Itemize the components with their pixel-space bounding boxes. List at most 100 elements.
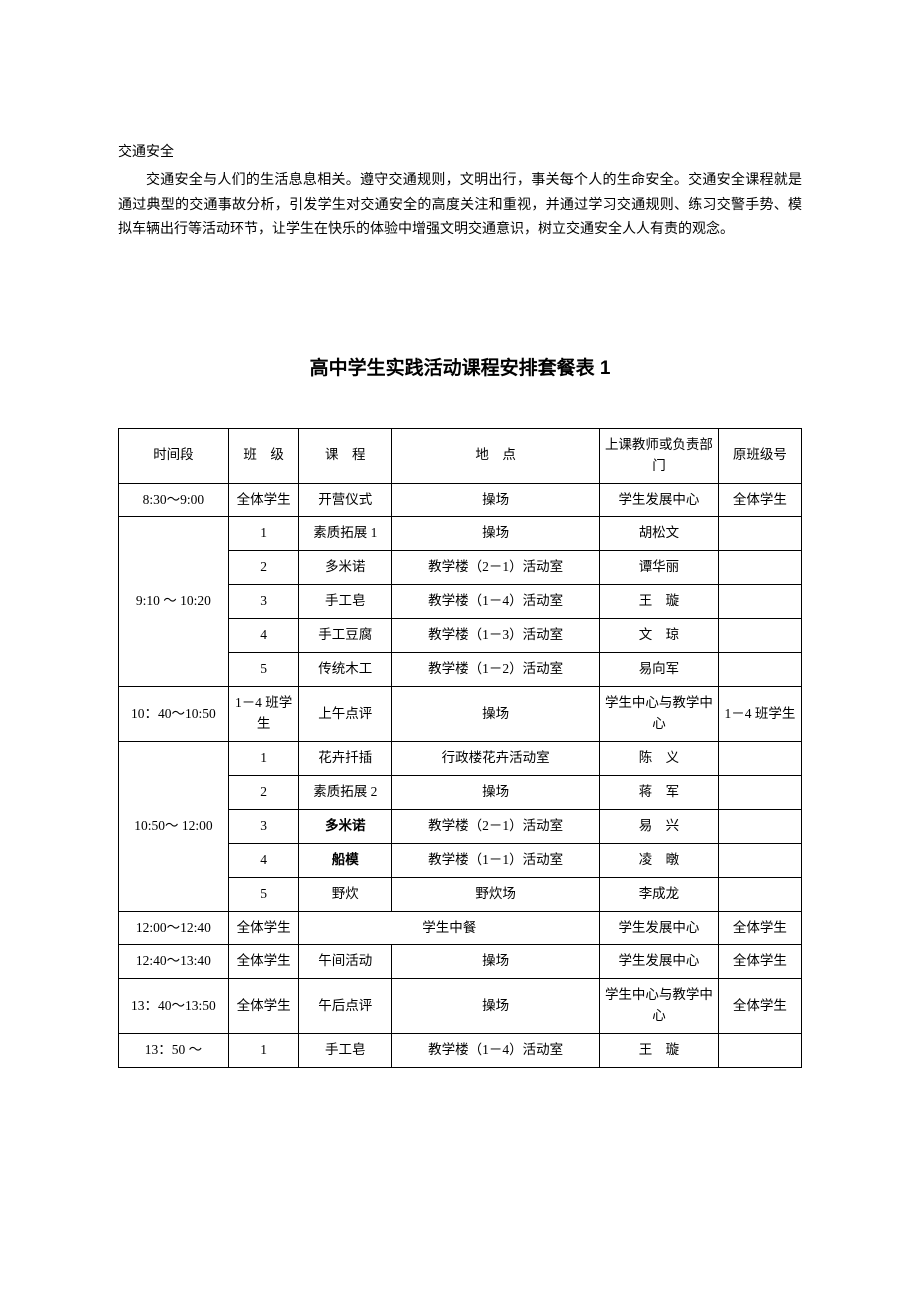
cell-class: 3 (228, 809, 299, 843)
cell-original (718, 877, 801, 911)
cell-teacher: 凌 暾 (600, 843, 719, 877)
cell-teacher: 谭华丽 (600, 551, 719, 585)
cell-class: 全体学生 (228, 911, 299, 945)
intro-paragraph: 交通安全与人们的生活息息相关。遵守交通规则，文明出行，事关每个人的生命安全。交通… (118, 169, 802, 243)
cell-class: 4 (228, 843, 299, 877)
table-row: 13：50 ～ 1 手工皂 教学楼（1－4）活动室 王 璇 (119, 1034, 802, 1068)
cell-class: 2 (228, 775, 299, 809)
cell-original: 全体学生 (718, 945, 801, 979)
cell-teacher: 陈 义 (600, 741, 719, 775)
col-header-class: 班 级 (228, 428, 299, 483)
schedule-title: 高中学生实践活动课程安排套餐表 1 (118, 353, 802, 380)
cell-class: 1 (228, 741, 299, 775)
cell-location: 行政楼花卉活动室 (392, 741, 600, 775)
cell-merged-lunch: 学生中餐 (299, 911, 600, 945)
cell-course: 素质拓展 1 (299, 517, 392, 551)
cell-teacher: 学生发展中心 (600, 945, 719, 979)
table-row: 13：40～13:50 全体学生 午后点评 操场 学生中心与教学中心 全体学生 (119, 979, 802, 1034)
cell-teacher: 易 兴 (600, 809, 719, 843)
cell-class: 4 (228, 619, 299, 653)
table-row: 8:30～9:00 全体学生 开营仪式 操场 学生发展中心 全体学生 (119, 483, 802, 517)
cell-teacher: 学生中心与教学中心 (600, 687, 719, 742)
cell-course: 船模 (299, 843, 392, 877)
cell-location: 教学楼（1－2）活动室 (392, 653, 600, 687)
cell-class: 1 (228, 1034, 299, 1068)
cell-teacher: 易向军 (600, 653, 719, 687)
cell-course: 野炊 (299, 877, 392, 911)
cell-location: 操场 (392, 687, 600, 742)
cell-time: 10：40～10:50 (119, 687, 229, 742)
cell-teacher: 文 琼 (600, 619, 719, 653)
cell-time: 8:30～9:00 (119, 483, 229, 517)
cell-teacher: 王 璇 (600, 1034, 719, 1068)
cell-teacher: 学生中心与教学中心 (600, 979, 719, 1034)
cell-time: 12:00～12:40 (119, 911, 229, 945)
cell-class: 1 (228, 517, 299, 551)
cell-original (718, 551, 801, 585)
col-header-course: 课 程 (299, 428, 392, 483)
cell-teacher: 学生发展中心 (600, 483, 719, 517)
cell-time: 10:50～ 12:00 (119, 741, 229, 911)
cell-location: 操场 (392, 979, 600, 1034)
cell-teacher: 胡松文 (600, 517, 719, 551)
table-row: 12:00～12:40 全体学生 学生中餐 学生发展中心 全体学生 (119, 911, 802, 945)
cell-teacher: 李成龙 (600, 877, 719, 911)
cell-location: 教学楼（2－1）活动室 (392, 809, 600, 843)
table-row: 12:40～13:40 全体学生 午间活动 操场 学生发展中心 全体学生 (119, 945, 802, 979)
cell-class: 3 (228, 585, 299, 619)
cell-original: 全体学生 (718, 979, 801, 1034)
col-header-time: 时间段 (119, 428, 229, 483)
cell-course: 传统木工 (299, 653, 392, 687)
schedule-table: 时间段 班 级 课 程 地 点 上课教师或负责部门 原班级号 8:30～9:00… (118, 428, 802, 1068)
cell-course: 开营仪式 (299, 483, 392, 517)
cell-original: 1－4 班学生 (718, 687, 801, 742)
cell-class: 5 (228, 877, 299, 911)
cell-location: 教学楼（1－1）活动室 (392, 843, 600, 877)
cell-location: 教学楼（1－4）活动室 (392, 585, 600, 619)
cell-location: 教学楼（2－1）活动室 (392, 551, 600, 585)
table-row: 9:10 ～ 10:20 1 素质拓展 1 操场 胡松文 (119, 517, 802, 551)
cell-location: 操场 (392, 775, 600, 809)
table-header-row: 时间段 班 级 课 程 地 点 上课教师或负责部门 原班级号 (119, 428, 802, 483)
cell-original (718, 843, 801, 877)
col-header-original: 原班级号 (718, 428, 801, 483)
cell-class: 全体学生 (228, 483, 299, 517)
cell-course: 手工皂 (299, 585, 392, 619)
cell-course: 花卉扦插 (299, 741, 392, 775)
cell-location: 操场 (392, 483, 600, 517)
cell-course: 上午点评 (299, 687, 392, 742)
cell-course: 多米诺 (299, 551, 392, 585)
table-row: 10:50～ 12:00 1 花卉扦插 行政楼花卉活动室 陈 义 (119, 741, 802, 775)
cell-original (718, 653, 801, 687)
intro-section: 交通安全 交通安全与人们的生活息息相关。遵守交通规则，文明出行，事关每个人的生命… (118, 140, 802, 243)
cell-course: 手工豆腐 (299, 619, 392, 653)
cell-original (718, 809, 801, 843)
cell-location: 操场 (392, 945, 600, 979)
table-row: 10：40～10:50 1－4 班学生 上午点评 操场 学生中心与教学中心 1－… (119, 687, 802, 742)
cell-time: 12:40～13:40 (119, 945, 229, 979)
cell-original (718, 1034, 801, 1068)
cell-original (718, 619, 801, 653)
cell-location: 教学楼（1－4）活动室 (392, 1034, 600, 1068)
cell-time: 13：40～13:50 (119, 979, 229, 1034)
cell-course: 午后点评 (299, 979, 392, 1034)
cell-class: 全体学生 (228, 979, 299, 1034)
cell-teacher: 蒋 军 (600, 775, 719, 809)
cell-original (718, 775, 801, 809)
col-header-teacher: 上课教师或负责部门 (600, 428, 719, 483)
col-header-location: 地 点 (392, 428, 600, 483)
cell-teacher: 王 璇 (600, 585, 719, 619)
cell-teacher: 学生发展中心 (600, 911, 719, 945)
cell-location: 教学楼（1－3）活动室 (392, 619, 600, 653)
cell-time: 9:10 ～ 10:20 (119, 517, 229, 687)
cell-class: 全体学生 (228, 945, 299, 979)
cell-course: 素质拓展 2 (299, 775, 392, 809)
cell-original (718, 741, 801, 775)
cell-time: 13：50 ～ (119, 1034, 229, 1068)
cell-class: 2 (228, 551, 299, 585)
intro-heading: 交通安全 (118, 140, 802, 165)
cell-course: 午间活动 (299, 945, 392, 979)
cell-original: 全体学生 (718, 483, 801, 517)
cell-course: 多米诺 (299, 809, 392, 843)
cell-original (718, 517, 801, 551)
